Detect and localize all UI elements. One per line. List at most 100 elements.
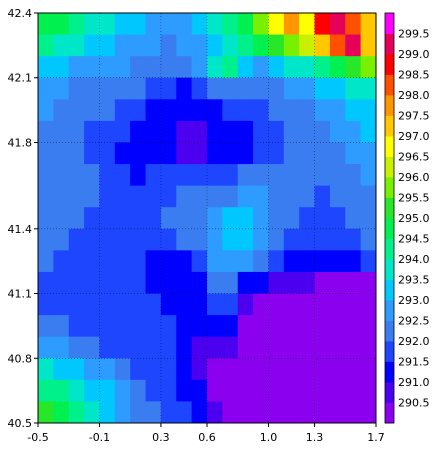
heatmap-cell <box>191 34 208 57</box>
heatmap-cell <box>145 142 162 165</box>
heatmap-cell <box>268 120 285 144</box>
heatmap-cell <box>191 13 208 36</box>
y-tick-label: 40.8 <box>8 352 33 365</box>
heatmap-cell <box>253 315 270 338</box>
heatmap-cell <box>253 379 270 403</box>
heatmap-cell <box>145 336 162 359</box>
heatmap-cell <box>84 120 101 144</box>
heatmap-cell <box>299 164 316 187</box>
colorbar-segment <box>385 341 394 362</box>
heatmap-cell <box>237 336 254 359</box>
heatmap-cell <box>222 228 239 251</box>
heatmap-cell <box>207 336 223 359</box>
heatmap-cell <box>176 250 193 273</box>
grid-lines <box>38 13 376 423</box>
heatmap-cell <box>283 293 300 316</box>
heatmap-cell <box>53 228 70 251</box>
heatmap-cell <box>176 120 193 144</box>
heatmap-cell <box>53 34 70 57</box>
heatmap-cell <box>68 315 85 338</box>
heatmap-cell <box>207 77 223 100</box>
heatmap-cell <box>253 207 270 230</box>
heatmap-cell <box>207 142 223 165</box>
heatmap-cell <box>191 185 208 208</box>
heatmap-cell <box>360 315 376 338</box>
heatmap-cell <box>53 358 70 381</box>
heatmap-cell <box>68 34 85 57</box>
heatmap-cell <box>145 315 162 338</box>
heatmap-cell <box>99 13 116 36</box>
heatmap-cell <box>268 379 285 403</box>
heatmap-cell <box>299 293 316 316</box>
heatmap-cell <box>176 142 193 165</box>
heatmap-cell <box>176 293 193 316</box>
heatmap-cell <box>345 120 362 144</box>
heatmap-cell <box>253 185 270 208</box>
heatmap-cell <box>191 228 208 251</box>
heatmap-cell <box>253 164 270 187</box>
heatmap-cell <box>283 185 300 208</box>
heatmap-cell <box>114 379 131 403</box>
heatmap-cell <box>130 34 147 57</box>
heatmap-cell <box>99 164 116 187</box>
heatmap-cell <box>191 77 208 100</box>
heatmap-cell <box>68 336 85 359</box>
heatmap-cell <box>329 336 346 359</box>
heatmap-cell <box>130 185 147 208</box>
heatmap-cell <box>68 56 85 79</box>
heatmap-cell <box>329 379 346 403</box>
heatmap-cell <box>329 142 346 165</box>
heatmap-cell <box>160 336 177 359</box>
heatmap-cell <box>314 315 331 338</box>
heatmap-cell <box>191 293 208 316</box>
heatmap-cell <box>176 315 193 338</box>
colorbar-label: 297.0 <box>398 130 430 143</box>
heatmap-cell <box>299 315 316 338</box>
heatmap-cell <box>283 164 300 187</box>
x-axis: -0.5 -0.1 0.3 0.6 1.0 1.3 1.7 <box>27 423 385 444</box>
heatmap-cell <box>53 336 70 359</box>
heatmap-cell <box>314 271 331 295</box>
heatmap-cell <box>176 207 193 230</box>
heatmap-cell <box>160 142 177 165</box>
heatmap-cell <box>99 77 116 100</box>
heatmap-cell <box>314 99 331 122</box>
heatmap-cell <box>222 358 239 381</box>
heatmap-cell <box>283 120 300 144</box>
colorbar-label: 294.0 <box>398 253 430 266</box>
heatmap-cell <box>84 185 101 208</box>
colorbar-segment <box>385 238 394 260</box>
heatmap-cell <box>329 401 346 423</box>
heatmap-cell <box>253 401 270 423</box>
heatmap-cell <box>84 142 101 165</box>
heatmap-cell <box>329 120 346 144</box>
heatmap-cell <box>283 207 300 230</box>
colorbar-label: 290.5 <box>398 397 430 410</box>
heatmap-cell <box>345 293 362 316</box>
heatmap-cell <box>145 120 162 144</box>
x-tick-label: 1.3 <box>306 431 324 444</box>
colorbar-label: 299.5 <box>398 28 430 41</box>
heatmap-cell <box>99 56 116 79</box>
heatmap-cell <box>222 164 239 187</box>
heatmap-cell <box>176 379 193 403</box>
heatmap-cell <box>160 207 177 230</box>
heatmap-cell <box>283 228 300 251</box>
heatmap-cell <box>68 401 85 423</box>
heatmap-cell <box>68 379 85 403</box>
heatmap-cell <box>360 77 376 100</box>
heatmap-cell <box>99 293 116 316</box>
colorbar-segment <box>385 259 394 280</box>
heatmap-cell <box>207 358 223 381</box>
heatmap-cell <box>114 315 131 338</box>
heatmap-cell <box>130 379 147 403</box>
heatmap-cell <box>345 315 362 338</box>
heatmap-cell <box>130 315 147 338</box>
colorbar-label: 291.5 <box>398 356 430 369</box>
heatmap-cell <box>160 379 177 403</box>
colorbar-segment <box>385 197 394 219</box>
colorbar-segment <box>385 33 394 55</box>
heatmap-cell <box>68 250 85 273</box>
heatmap-cell <box>299 250 316 273</box>
heatmap-cell <box>84 164 101 187</box>
